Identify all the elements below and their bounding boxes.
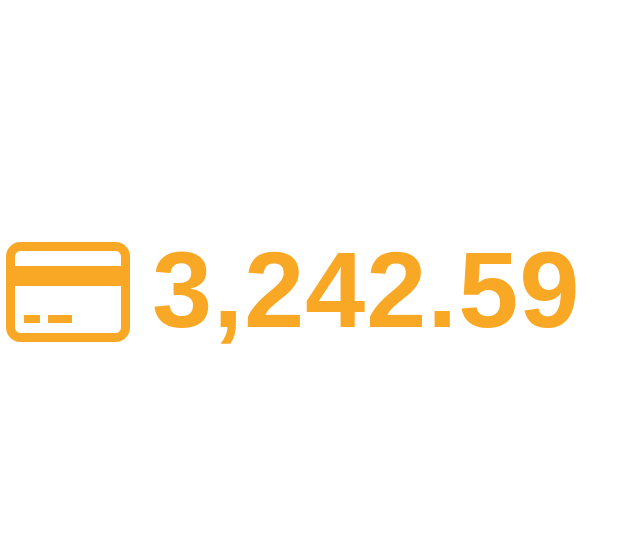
credit-card-icon: [6, 242, 130, 342]
amount-display: 3,242.59: [6, 236, 580, 344]
amount-value: 3,242.59: [152, 229, 581, 350]
cropped-text-fragment: [0, 0, 618, 2]
